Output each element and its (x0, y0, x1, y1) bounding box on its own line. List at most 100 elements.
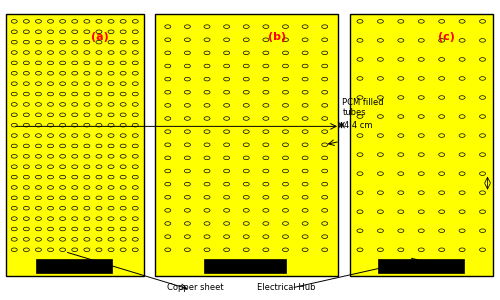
Circle shape (36, 123, 42, 127)
Circle shape (132, 71, 138, 75)
Circle shape (244, 64, 250, 68)
Circle shape (36, 40, 42, 44)
Circle shape (480, 77, 486, 80)
Circle shape (378, 134, 384, 137)
Circle shape (224, 25, 230, 28)
Circle shape (378, 248, 384, 251)
Circle shape (84, 238, 90, 241)
Circle shape (24, 154, 30, 158)
Circle shape (263, 38, 269, 41)
Circle shape (48, 61, 54, 65)
Circle shape (165, 248, 171, 251)
Circle shape (357, 210, 363, 214)
Circle shape (72, 51, 78, 54)
Circle shape (132, 248, 138, 251)
Circle shape (357, 172, 363, 175)
Circle shape (302, 103, 308, 107)
Circle shape (24, 103, 30, 106)
Circle shape (302, 156, 308, 160)
Circle shape (11, 123, 17, 127)
Circle shape (96, 103, 102, 106)
Circle shape (480, 229, 486, 232)
Circle shape (60, 217, 66, 220)
Circle shape (418, 96, 424, 99)
Circle shape (204, 64, 210, 68)
Circle shape (84, 103, 90, 106)
Text: (a): (a) (92, 32, 109, 42)
Circle shape (108, 30, 114, 34)
Circle shape (108, 238, 114, 241)
Circle shape (184, 143, 190, 146)
Circle shape (108, 71, 114, 75)
Circle shape (302, 248, 308, 251)
Circle shape (36, 154, 42, 158)
Circle shape (282, 90, 288, 94)
Circle shape (224, 103, 230, 107)
Circle shape (322, 64, 328, 68)
Circle shape (120, 61, 126, 65)
Circle shape (108, 134, 114, 137)
Circle shape (302, 117, 308, 120)
Circle shape (184, 208, 190, 212)
Circle shape (60, 30, 66, 34)
Circle shape (322, 51, 328, 55)
Circle shape (108, 103, 114, 106)
Circle shape (84, 144, 90, 148)
Circle shape (165, 156, 171, 160)
Circle shape (96, 196, 102, 200)
Circle shape (84, 20, 90, 23)
Circle shape (459, 96, 465, 99)
Circle shape (438, 96, 444, 99)
Circle shape (244, 143, 250, 146)
Circle shape (418, 20, 424, 23)
Circle shape (224, 117, 230, 120)
Circle shape (302, 130, 308, 134)
Circle shape (24, 51, 30, 54)
Circle shape (165, 130, 171, 134)
Circle shape (120, 206, 126, 210)
Circle shape (418, 153, 424, 156)
Circle shape (11, 248, 17, 251)
Circle shape (24, 82, 30, 85)
Circle shape (184, 117, 190, 120)
Circle shape (120, 227, 126, 231)
Circle shape (120, 51, 126, 54)
Circle shape (132, 196, 138, 200)
Circle shape (184, 222, 190, 225)
Circle shape (84, 217, 90, 220)
Circle shape (204, 51, 210, 55)
Circle shape (48, 227, 54, 231)
Circle shape (84, 154, 90, 158)
Circle shape (459, 229, 465, 232)
Circle shape (224, 156, 230, 160)
Circle shape (224, 143, 230, 146)
Circle shape (184, 64, 190, 68)
Circle shape (36, 248, 42, 251)
Circle shape (84, 123, 90, 127)
Circle shape (36, 113, 42, 117)
Circle shape (36, 196, 42, 200)
Circle shape (132, 30, 138, 34)
Circle shape (224, 38, 230, 41)
Circle shape (282, 169, 288, 173)
Circle shape (132, 113, 138, 117)
Circle shape (204, 103, 210, 107)
Circle shape (84, 175, 90, 179)
Circle shape (378, 172, 384, 175)
Circle shape (60, 186, 66, 189)
Circle shape (302, 196, 308, 199)
Circle shape (263, 130, 269, 134)
Circle shape (165, 235, 171, 238)
Circle shape (184, 169, 190, 173)
Circle shape (418, 229, 424, 232)
Circle shape (263, 77, 269, 81)
Circle shape (357, 153, 363, 156)
Circle shape (132, 20, 138, 23)
Circle shape (322, 235, 328, 238)
Circle shape (96, 92, 102, 96)
Circle shape (224, 222, 230, 225)
Circle shape (263, 196, 269, 199)
Circle shape (11, 186, 17, 189)
Circle shape (322, 117, 328, 120)
Circle shape (11, 165, 17, 169)
